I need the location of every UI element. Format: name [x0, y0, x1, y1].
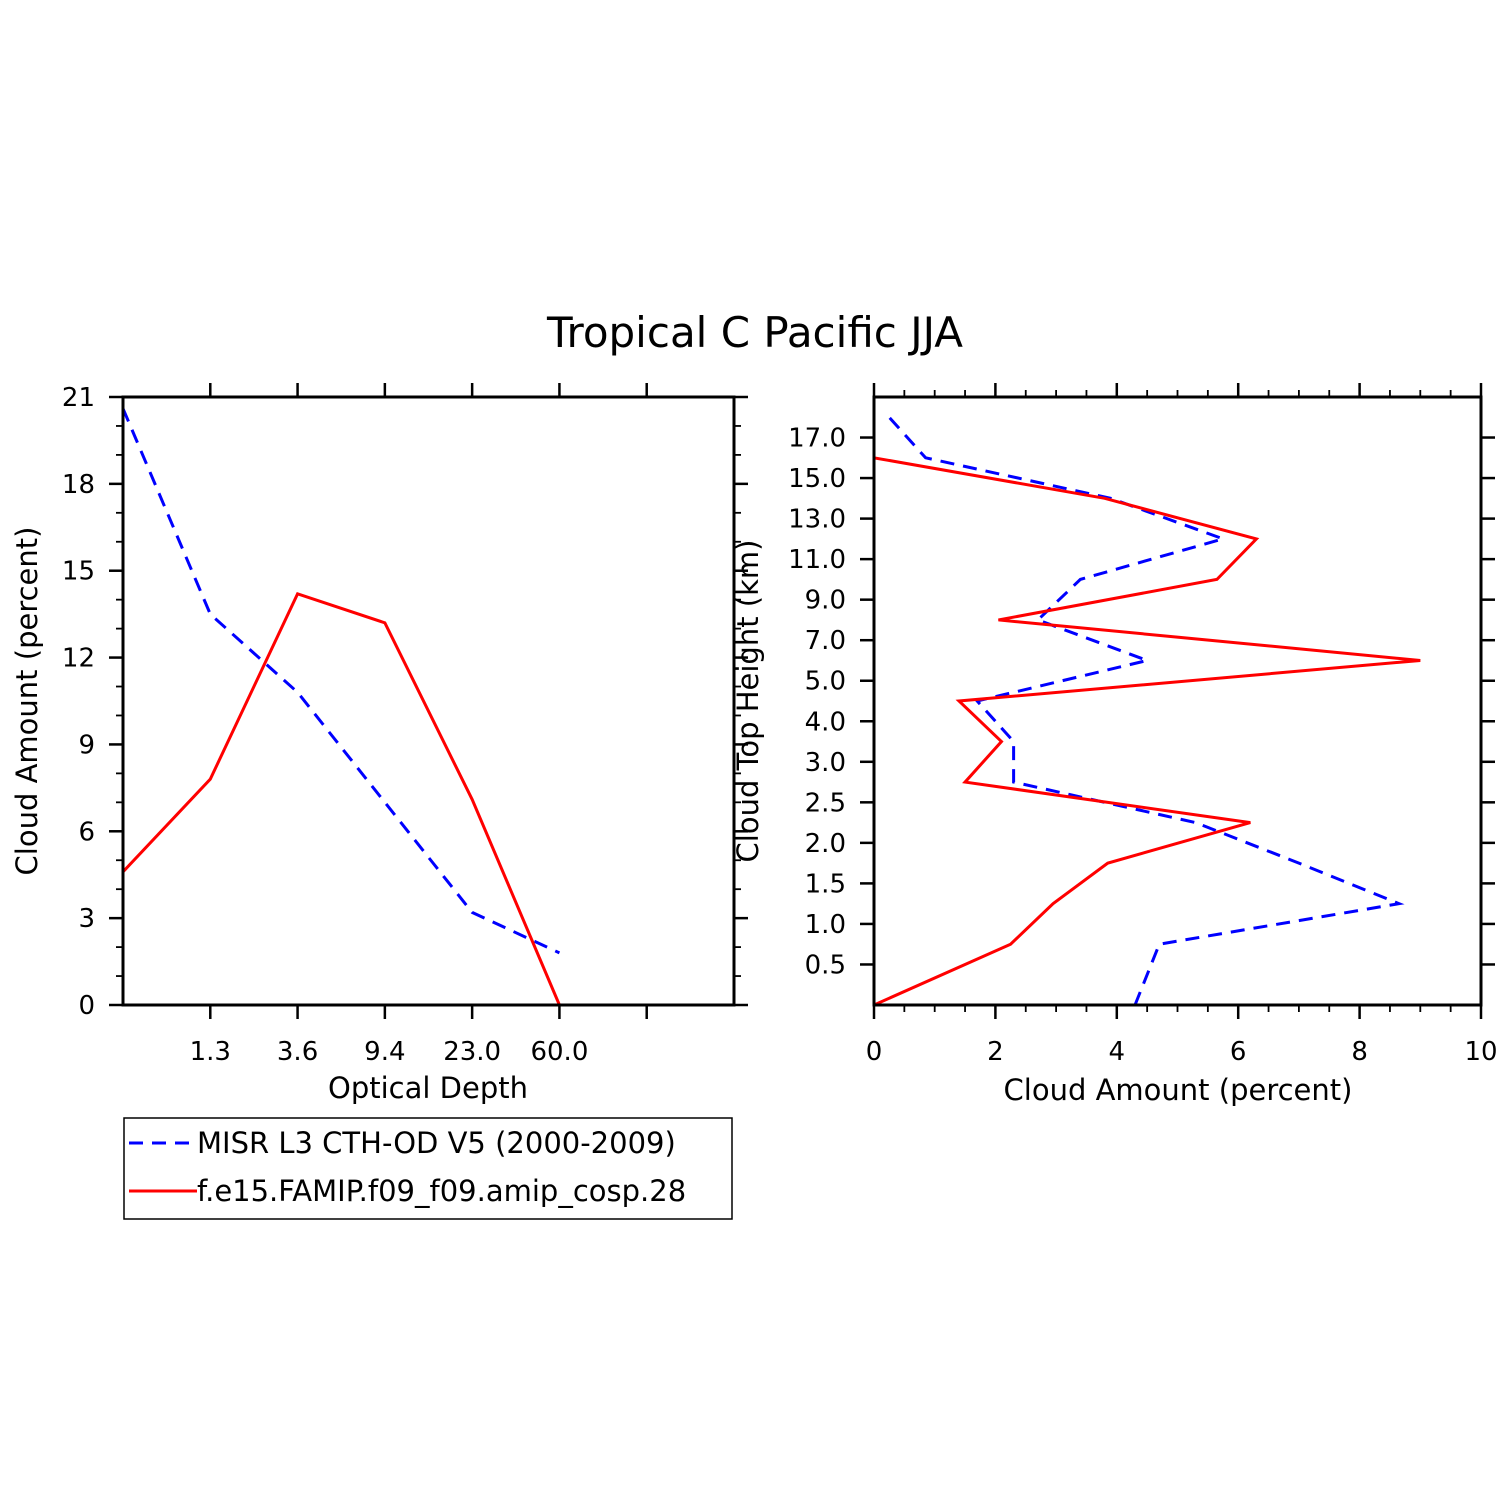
- right-x-tick-label: 2: [987, 1037, 1004, 1067]
- legend: MISR L3 CTH-OD V5 (2000-2009) f.e15.FAMI…: [123, 1117, 733, 1220]
- right-x-tick-label: 10: [1464, 1037, 1497, 1067]
- right-y-tick-label: 5.0: [805, 667, 846, 697]
- left-y-tick-label: 0: [78, 991, 95, 1021]
- left-plot-lines: [121, 407, 561, 1006]
- right-y-tick-label: 9.0: [805, 586, 846, 616]
- right-plot-lines: [874, 416, 1421, 1005]
- right-x-axis-label: Cloud Amount (percent): [1004, 1073, 1353, 1107]
- right-x-tick-label: 4: [1109, 1037, 1126, 1067]
- left-y-tick-label: 3: [78, 904, 95, 934]
- right-x-tick-label: 0: [866, 1037, 883, 1067]
- legend-label-model: f.e15.FAMIP.f09_f09.amip_cosp.28: [197, 1174, 686, 1208]
- left-x-tick-label: 3.6: [277, 1037, 318, 1067]
- left-line-model: [121, 592, 561, 1006]
- left-x-tick-label: 1.3: [190, 1037, 231, 1067]
- right-y-tick-label: 2.0: [805, 829, 846, 859]
- legend-box: [123, 1117, 733, 1220]
- left-y-axis-label: Cloud Amount (percent): [10, 527, 44, 876]
- left-y-tick-label: 12: [62, 644, 95, 674]
- right-y-tick-label: 17.0: [788, 424, 846, 454]
- left-y-tick-label: 6: [78, 817, 95, 847]
- left-x-tick-label: 9.4: [364, 1037, 405, 1067]
- right-y-tick-label: 15.0: [788, 464, 846, 494]
- left-x-tick-label: 60.0: [530, 1037, 588, 1067]
- right-y-tick-label: 1.5: [805, 869, 846, 899]
- right-x-tick-label: 6: [1230, 1037, 1247, 1067]
- left-axis-ticks: 0 3 6 9 12 15 18 21 1.3 3.6 9.4 23.0 60.0: [62, 383, 748, 1067]
- right-line-model: [874, 417, 1421, 1005]
- right-y-tick-label: 13.0: [788, 505, 846, 535]
- left-x-tick-label: 23.0: [443, 1037, 501, 1067]
- right-y-tick-label: 2.5: [805, 788, 846, 818]
- left-y-tick-label: 9: [78, 730, 95, 760]
- left-x-axis-label: Optical Depth: [328, 1071, 528, 1105]
- figure-title: Tropical C Pacific JJA: [546, 308, 963, 357]
- left-y-tick-label: 21: [62, 383, 95, 413]
- right-line-misr: [888, 416, 1405, 1005]
- right-y-tick-label: 7.0: [805, 626, 846, 656]
- right-y-tick-label: 11.0: [788, 545, 846, 575]
- left-plot-frame: [121, 395, 736, 1007]
- right-panel: 0.5 1.0 1.5 2.0 2.5 3.0 4.0 5.0 7.0 9.0 11.0 13.0 15…: [731, 383, 1498, 1107]
- right-y-tick-label: 3.0: [805, 748, 846, 778]
- left-y-tick-label: 18: [62, 470, 95, 500]
- right-axis-ticks: 0.5 1.0 1.5 2.0 2.5 3.0 4.0 5.0 7.0 9.0 11.0 13.0 15…: [788, 383, 1498, 1067]
- right-y-tick-label: 4.0: [805, 707, 846, 737]
- right-y-tick-label: 0.5: [805, 950, 846, 980]
- left-line-misr: [121, 407, 561, 955]
- right-x-tick-label: 8: [1351, 1037, 1368, 1067]
- legend-label-misr: MISR L3 CTH-OD V5 (2000-2009): [197, 1126, 676, 1160]
- right-y-tick-label: 1.0: [805, 910, 846, 940]
- left-y-tick-label: 15: [62, 557, 95, 587]
- right-y-axis-label: Cloud Top Height (km): [731, 540, 765, 863]
- left-panel: 0 3 6 9 12 15 18 21 1.3 3.6 9.4 23.0 60.0 Optical De…: [10, 383, 748, 1105]
